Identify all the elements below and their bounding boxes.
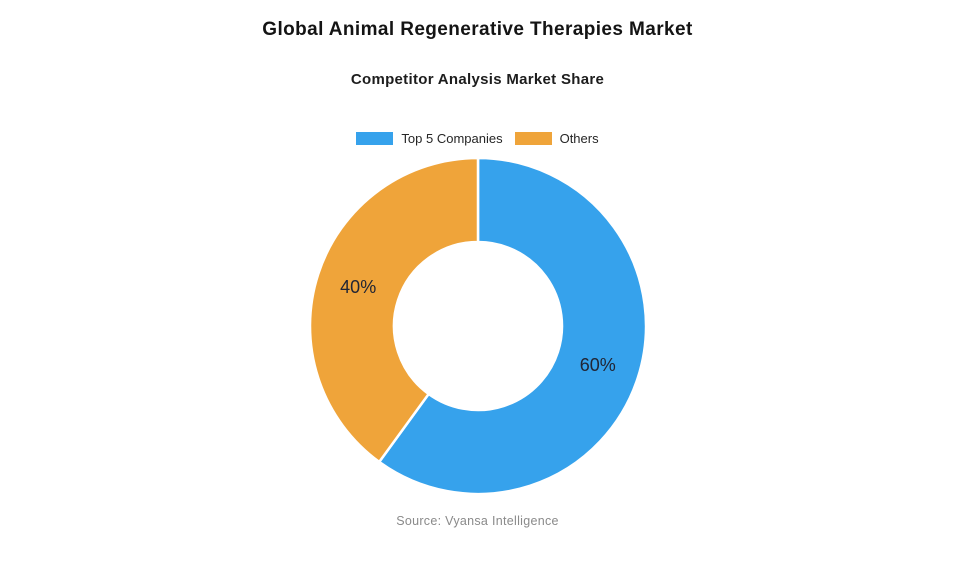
legend-swatch-top-5-companies-icon <box>356 132 394 145</box>
legend-swatch-others-icon <box>514 132 552 145</box>
chart-subtitle: Competitor Analysis Market Share <box>350 71 605 88</box>
legend-label-top-5-companies: Top 5 Companies <box>401 131 503 146</box>
slice-label-others: 40% <box>340 277 376 297</box>
chart-legend: Top 5 Companies Others <box>0 131 955 146</box>
slice-label-top-5-companies: 60% <box>580 355 616 375</box>
donut-slice-top-5-companies[interactable] <box>378 156 648 496</box>
donut-chart: 60% 40% <box>308 156 648 496</box>
donut-slice-others[interactable] <box>308 156 480 464</box>
legend-label-others: Others <box>559 131 599 146</box>
legend-item-others[interactable]: Others <box>514 131 599 146</box>
source-note: Source: Vyansa Intelligence <box>396 514 559 528</box>
legend-item-top-5-companies[interactable]: Top 5 Companies <box>356 131 503 146</box>
chart-title: Global Animal Regenerative Therapies Mar… <box>262 19 693 40</box>
